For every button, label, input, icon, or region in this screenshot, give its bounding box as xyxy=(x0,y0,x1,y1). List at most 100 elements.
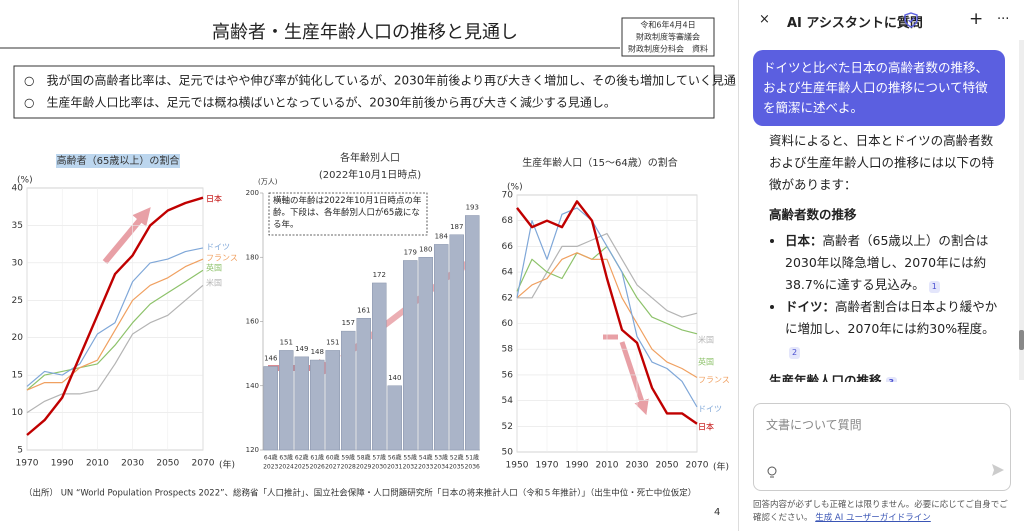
idea-icon[interactable] xyxy=(764,464,780,480)
citation[interactable]: 3 xyxy=(885,377,898,382)
note: 横軸の年齢は2022年10月1日時点の年齢。下段は、各年齢別人口が65歳になる年… xyxy=(273,196,422,230)
x-tick-label: 2010 xyxy=(596,461,619,471)
y-tick-label: 50 xyxy=(502,448,514,458)
answer-item: ドイツ：高齢者割合は日本より緩やかに増加し、2070年には約30%程度。 2 xyxy=(785,296,1001,362)
note-text: 横軸の年齢は2022年10月1日時点の年齢。下段は、各年齢別人口が65歳になる年… xyxy=(273,196,422,230)
y-tick-label: 20 xyxy=(12,333,24,343)
stamp-box xyxy=(621,17,715,57)
x-tick-label: 1990 xyxy=(566,461,589,471)
chart-title: 高齢者（65歳以上）の割合 xyxy=(57,154,180,167)
x-tick-label: 2030 xyxy=(372,464,387,471)
page-number: 4 xyxy=(714,507,720,518)
y-tick-label: 5 xyxy=(17,446,23,456)
answer-list: 日本：高齢者（65歳以上）の割合は2030年以降急増し、2070年には約38.7… xyxy=(769,230,1001,362)
y-tick-label: 58 xyxy=(502,345,514,355)
bar xyxy=(263,366,278,451)
source: （出所） UN “World Population Prospects 2022… xyxy=(24,488,696,499)
y-unit: (万人) xyxy=(258,178,278,186)
x-tick-label: 56歳 xyxy=(388,454,402,462)
x-tick-label: 2033 xyxy=(418,464,433,471)
x-tick-label: 1970 xyxy=(536,461,559,471)
send-button[interactable] xyxy=(990,462,1006,478)
bar xyxy=(434,244,449,451)
x-tick-label: 57歳 xyxy=(372,454,386,462)
slide: 高齢者・生産年齢人口の推移と見通し 令和6年4月4日 財政制度等審議会 財政制度… xyxy=(0,17,736,518)
series-line xyxy=(26,196,204,436)
y-tick-label: 120 xyxy=(246,446,259,454)
y-tick-label: 160 xyxy=(246,318,259,326)
y-tick-label: 64 xyxy=(502,268,514,278)
legend-label: フランス xyxy=(698,376,730,385)
slide-title: 高齢者・生産年齢人口の推移と見通し xyxy=(212,22,518,43)
x-unit: (年) xyxy=(713,461,729,473)
new-button[interactable]: + xyxy=(969,9,984,29)
guide-link[interactable]: 生成 AI ユーザーガイドライン xyxy=(815,513,931,523)
x-tick-label: 2034 xyxy=(434,464,449,471)
question-input[interactable]: 文書について質問 xyxy=(753,403,1011,491)
bar xyxy=(356,318,371,451)
more-button[interactable]: ··· xyxy=(997,12,1010,27)
x-tick-label: 2028 xyxy=(341,464,356,471)
answer-heading: 生産年齢人口の推移3 xyxy=(769,370,1001,382)
x-tick-label: 63歳 xyxy=(279,454,293,462)
x-tick-label: 2070 xyxy=(686,461,709,471)
value-label: 148 xyxy=(311,348,324,356)
chart-subtitle: (2022年10月1日時点) xyxy=(319,168,421,181)
x-tick-label: 2024 xyxy=(279,464,294,471)
x-tick-label: 2026 xyxy=(310,464,325,471)
item-text: 高齢者（65歳以上）の割合は2030年以降急増し、2070年には約38.7%に達… xyxy=(785,233,989,292)
sidebar-title: AI アシスタントに質問 xyxy=(787,16,923,31)
citation[interactable]: 1 xyxy=(928,281,940,293)
x-tick-label: 2030 xyxy=(121,459,144,469)
bar xyxy=(341,330,356,451)
x-tick-label: 54歳 xyxy=(419,454,433,462)
value-label: 184 xyxy=(435,232,449,240)
x-tick-label: 2030 xyxy=(626,461,649,471)
legend-label: 日本 xyxy=(206,194,222,204)
bar xyxy=(387,385,402,451)
scroll-thumb[interactable] xyxy=(1019,330,1024,350)
legend-label: ドイツ xyxy=(206,243,230,252)
x-tick-label: 2031 xyxy=(387,464,402,471)
y-unit: (%) xyxy=(507,183,523,193)
x-tick-label: 55歳 xyxy=(403,454,417,462)
series-line xyxy=(516,252,698,379)
y-tick-label: 56 xyxy=(502,370,514,380)
disclaimer-text: 回答内容が必ずしも正確とは限りません。必要に応じてご自身でご確認ください。 xyxy=(753,500,1008,523)
input-placeholder: 文書について質問 xyxy=(766,418,862,432)
y-unit: (%) xyxy=(17,176,33,186)
x-tick-label: 62歳 xyxy=(295,454,309,462)
value-label: 180 xyxy=(419,245,432,253)
x-tick-label: 2035 xyxy=(449,464,464,471)
x-tick-label: 2032 xyxy=(403,464,418,471)
scrollbar xyxy=(1019,40,1024,380)
legend-label: 英国 xyxy=(206,263,222,273)
answer-heading: 高齢者数の推移 xyxy=(769,207,857,222)
bar xyxy=(325,350,340,451)
y-tick-label: 140 xyxy=(246,382,259,390)
x-tick-label: 53歳 xyxy=(434,454,448,462)
value-label: 179 xyxy=(404,248,417,256)
value-label: 140 xyxy=(388,374,401,382)
y-tick-label: 62 xyxy=(502,293,513,303)
bullet: ○ 我が国の高齢者比率は、足元ではやや伸び率が鈍化しているが、2030年前後より… xyxy=(24,73,736,88)
y-tick-label: 30 xyxy=(12,258,24,268)
value-label: 151 xyxy=(326,338,339,346)
answer-intro: 資料によると、日本とドイツの高齢者数および生産年齢人口の推移には以下の特徴があり… xyxy=(769,133,995,192)
y-tick-label: 200 xyxy=(246,189,259,197)
legend-label: 米国 xyxy=(206,278,222,288)
legend-label: 英国 xyxy=(698,357,714,367)
item-label: ドイツ： xyxy=(785,299,836,314)
y-tick-label: 66 xyxy=(502,242,514,252)
x-tick-label: 1990 xyxy=(51,459,74,469)
value-label: 161 xyxy=(357,306,370,314)
close-button[interactable]: × xyxy=(759,12,770,27)
citation[interactable]: 2 xyxy=(789,347,801,359)
x-tick-label: 2025 xyxy=(294,464,309,471)
bar xyxy=(310,359,325,451)
disclaimer: 回答内容が必ずしも正確とは限りません。必要に応じてご自身でご確認ください。 生成… xyxy=(753,499,1015,525)
x-tick-label: 61歳 xyxy=(310,454,324,462)
series-line xyxy=(26,284,204,414)
title-highlight xyxy=(56,154,180,168)
y-tick-label: 10 xyxy=(12,408,24,418)
